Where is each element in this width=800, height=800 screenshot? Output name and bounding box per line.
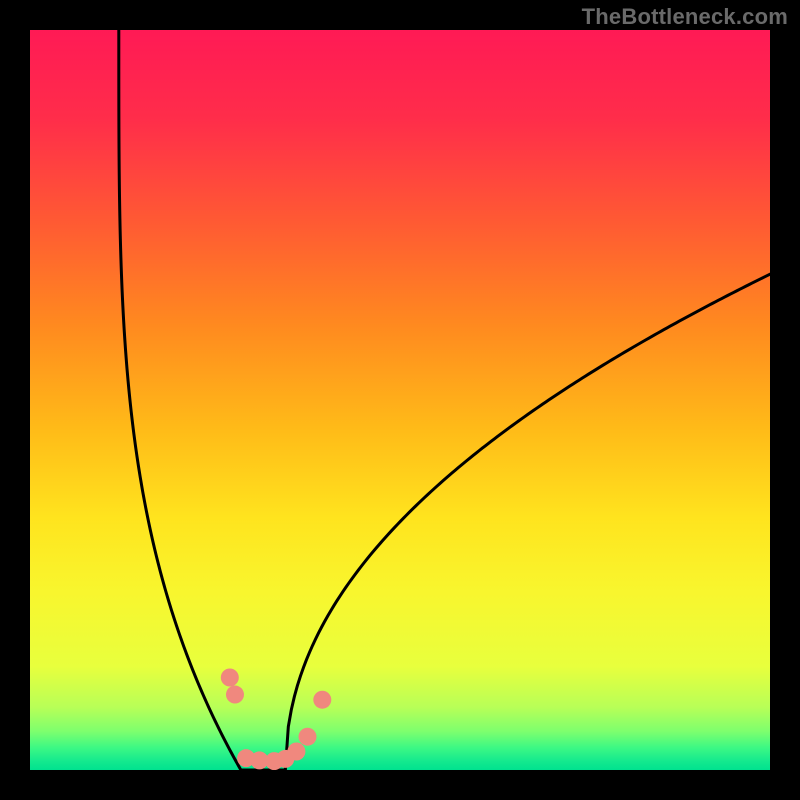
chart-container: TheBottleneck.com (0, 0, 800, 800)
bottleneck-chart (0, 0, 800, 800)
data-marker (226, 686, 244, 704)
watermark-label: TheBottleneck.com (582, 4, 788, 30)
data-marker (221, 669, 239, 687)
data-marker (313, 691, 331, 709)
data-marker (287, 743, 305, 761)
data-marker (299, 728, 317, 746)
gradient-background (30, 30, 770, 770)
